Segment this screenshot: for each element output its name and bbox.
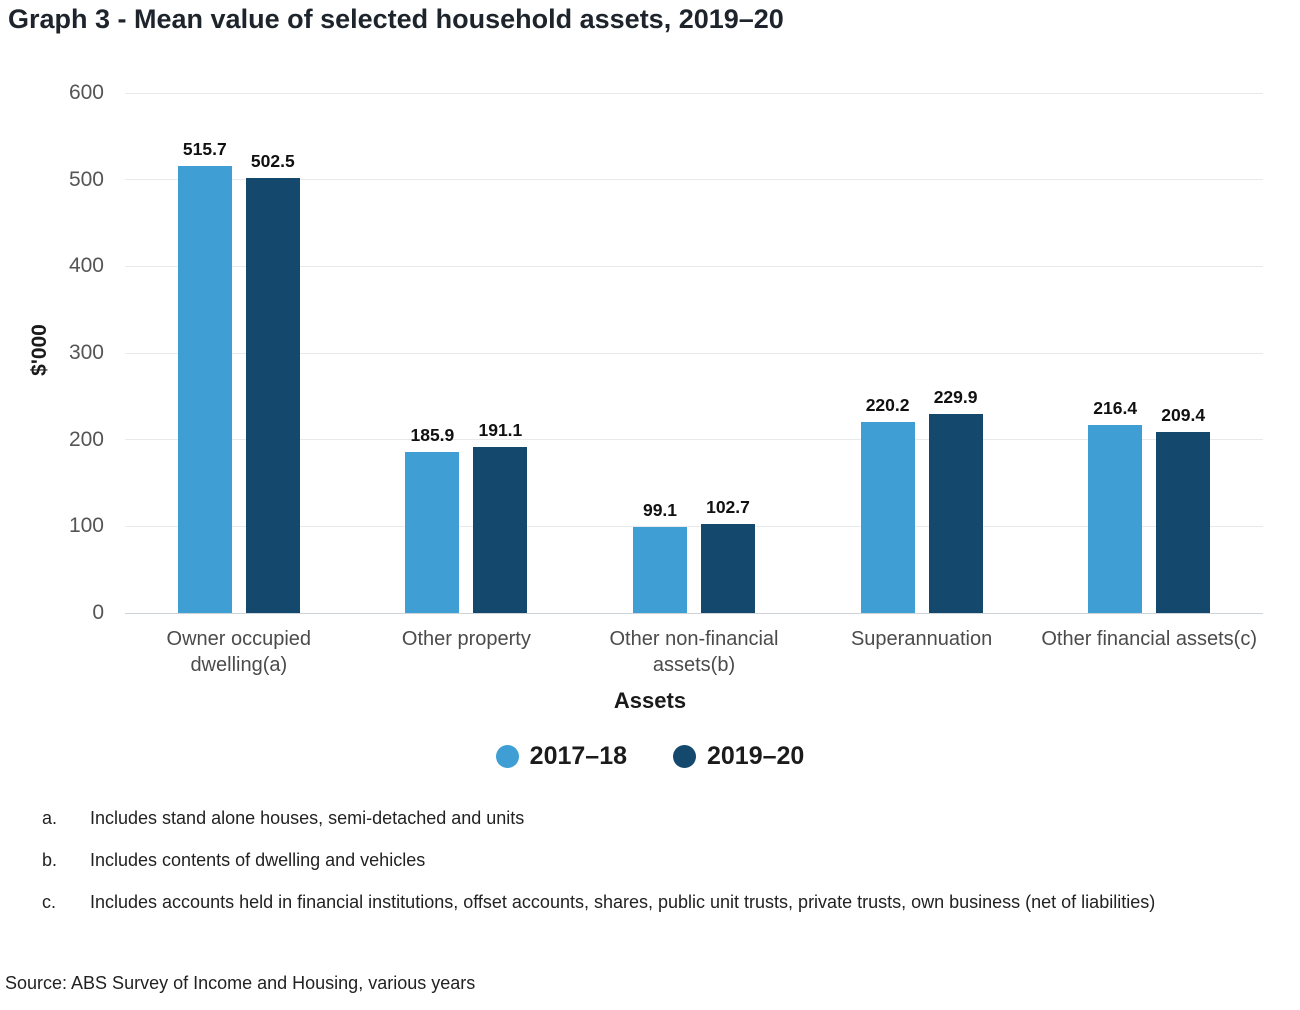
bar-value-label: 502.5: [250, 150, 295, 171]
bar-value-label: 209.4: [1161, 404, 1206, 425]
footnote-text: Includes contents of dwelling and vehicl…: [90, 850, 426, 870]
bar-2019-20-other-non-financial-assets-b: [701, 523, 755, 613]
legend-swatch-icon: [673, 745, 696, 768]
y-tick-label: 400: [68, 254, 104, 278]
footnote-a: a. Includes stand alone houses, semi-det…: [42, 804, 1282, 833]
legend-label: 2017–18: [529, 742, 627, 770]
legend-item-2017-18: 2017–18: [495, 742, 627, 771]
bar-2019-20-other-property: [473, 447, 528, 613]
x-category-label-other-financial-assets-c: Other financial assets(c): [1041, 628, 1257, 650]
bar-2017-18-other-non-financial-assets-b: [633, 527, 687, 613]
source-note: Source: ABS Survey of Income and Housing…: [5, 973, 476, 993]
footnote-marker: c.: [42, 892, 57, 912]
legend: 2017–18 2019–20: [0, 742, 1300, 771]
x-axis-line: [125, 612, 1263, 614]
y-tick-label: 600: [68, 81, 104, 104]
y-tick-label: 100: [68, 514, 104, 538]
bar-value-label: 191.1: [478, 420, 523, 441]
footnote-marker: a.: [42, 808, 58, 828]
bar-value-label: 102.7: [706, 496, 750, 517]
bar-value-label: 216.4: [1093, 398, 1138, 419]
y-tick-label: 0: [92, 601, 104, 624]
footnote-c: c. Includes accounts held in financial i…: [42, 888, 1282, 917]
y-tick-label: 300: [68, 341, 104, 364]
bar-2017-18-other-financial-assets-c: [1088, 425, 1143, 613]
gridline: [125, 179, 1263, 181]
gridline: [125, 439, 1263, 441]
gridline: [125, 352, 1263, 354]
gridline: [125, 525, 1263, 527]
bar-value-label: 185.9: [410, 424, 455, 445]
bar-value-label: 99.1: [642, 500, 678, 521]
x-category-label-superannuation: Superannuation: [850, 628, 993, 650]
bar-2019-20-owner-occupied-dwelling-a: [245, 177, 300, 613]
footnote-text: Includes accounts held in financial inst…: [90, 892, 1156, 912]
legend-item-2019-20: 2019–20: [673, 742, 804, 771]
gridline: [125, 265, 1263, 267]
footnotes: a. Includes stand alone houses, semi-det…: [42, 804, 1282, 930]
x-axis-title: Assets: [613, 688, 687, 713]
bar-2017-18-owner-occupied-dwelling-a: [177, 166, 232, 613]
footnote-marker: b.: [42, 850, 58, 870]
x-category-label-other-property: Other property: [401, 628, 531, 650]
bar-2017-18-superannuation: [860, 422, 915, 613]
legend-swatch-icon: [495, 745, 519, 768]
bar-value-label: 229.9: [933, 386, 978, 407]
y-tick-label: 500: [68, 167, 104, 191]
bar-2017-18-other-property: [405, 451, 460, 613]
gridline: [125, 92, 1263, 94]
x-category-label-other-non-financial-assets-b: Other non-financial assets(b): [609, 628, 779, 676]
y-tick-label: 200: [68, 427, 104, 451]
footnote-text: Includes stand alone houses, semi-detach…: [90, 808, 525, 828]
chart-title: Graph 3 - Mean value of selected househo…: [8, 4, 784, 34]
bar-value-label: 220.2: [865, 395, 910, 416]
x-category-label-owner-occupied-dwelling-a: Owner occupied dwelling(a): [166, 628, 312, 676]
bar-2019-20-other-financial-assets-c: [1156, 431, 1211, 613]
footnote-b: b. Includes contents of dwelling and veh…: [42, 846, 1282, 875]
legend-label: 2019–20: [707, 742, 805, 770]
y-axis-title: $'000: [28, 324, 51, 376]
bar-value-label: 515.7: [182, 139, 227, 160]
bar-2019-20-superannuation: [928, 413, 983, 613]
